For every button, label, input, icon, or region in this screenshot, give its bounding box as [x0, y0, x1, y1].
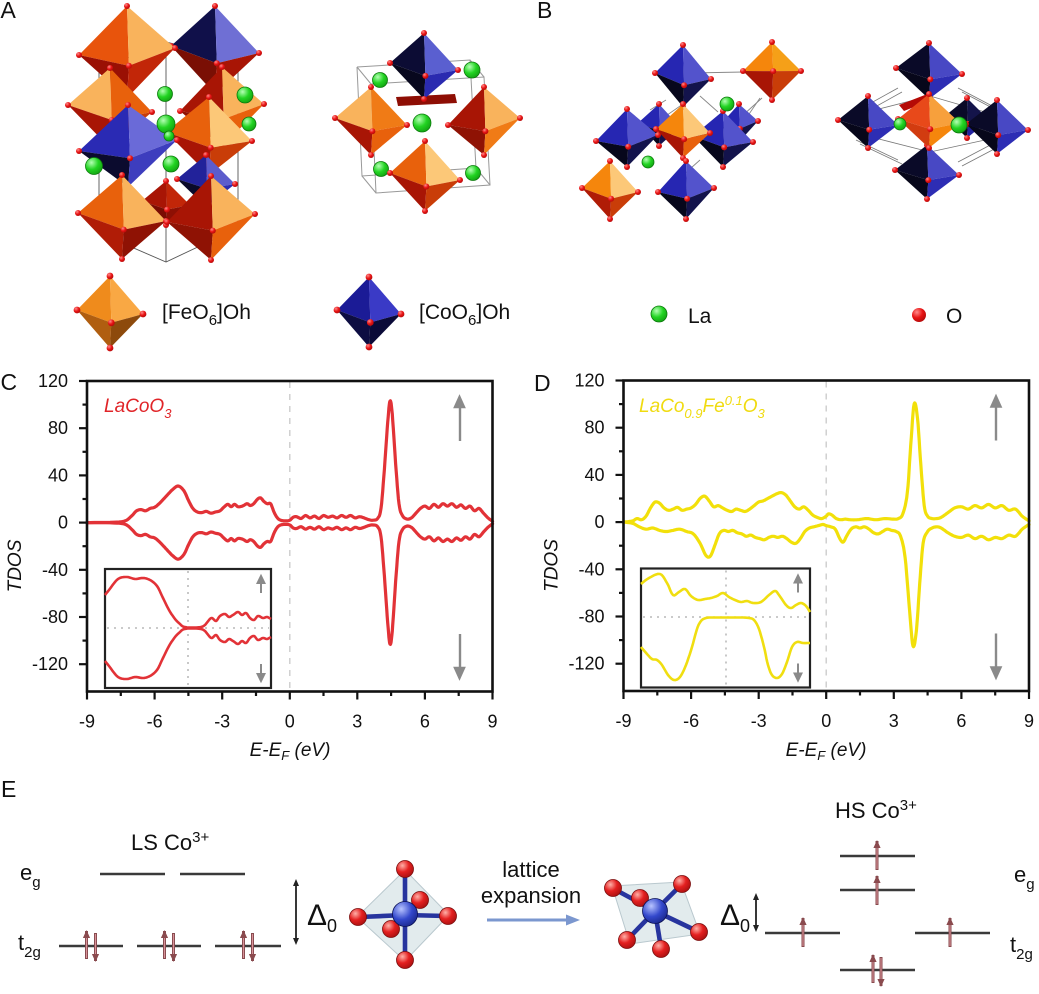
svg-text:-120: -120: [32, 654, 68, 674]
svg-text:-9: -9: [79, 712, 95, 732]
svg-text:TDOS: TDOS: [5, 539, 26, 592]
svg-text:6: 6: [956, 711, 966, 731]
svg-text:expansion: expansion: [481, 883, 581, 908]
svg-text:-40: -40: [578, 559, 604, 579]
svg-text:D: D: [534, 370, 551, 396]
svg-text:LaCo0.9Fe0.1O3: LaCo0.9Fe0.1O3: [639, 393, 766, 421]
svg-text:La: La: [688, 305, 712, 328]
svg-text:6: 6: [420, 712, 430, 732]
svg-text:-3: -3: [214, 712, 230, 732]
svg-text:3: 3: [889, 711, 899, 731]
svg-text:-6: -6: [147, 712, 163, 732]
svg-text:-3: -3: [751, 711, 767, 731]
svg-text:C: C: [1, 369, 18, 395]
svg-text:80: 80: [584, 418, 604, 438]
svg-text:0: 0: [285, 712, 295, 732]
svg-text:0: 0: [821, 711, 831, 731]
svg-text:40: 40: [48, 465, 68, 485]
svg-text:E-EF (eV): E-EF (eV): [786, 740, 867, 763]
svg-text:-9: -9: [615, 711, 631, 731]
svg-text:80: 80: [48, 418, 68, 438]
svg-text:O: O: [946, 305, 962, 328]
svg-text:120: 120: [38, 371, 68, 391]
svg-text:E: E: [1, 776, 16, 802]
svg-text:3: 3: [352, 712, 362, 732]
svg-text:E-EF (eV): E-EF (eV): [250, 740, 331, 763]
svg-text:-6: -6: [683, 711, 699, 731]
svg-text:-40: -40: [42, 560, 68, 580]
svg-text:0: 0: [594, 512, 604, 532]
svg-text:9: 9: [487, 712, 497, 732]
svg-text:40: 40: [584, 465, 604, 485]
svg-text:-120: -120: [568, 654, 604, 674]
svg-text:-80: -80: [42, 607, 68, 627]
svg-text:-80: -80: [578, 607, 604, 627]
svg-text:9: 9: [1024, 711, 1034, 731]
svg-text:TDOS: TDOS: [542, 539, 563, 592]
svg-text:120: 120: [574, 371, 604, 391]
svg-text:LaCoO3: LaCoO3: [104, 396, 172, 421]
svg-text:B: B: [537, 0, 552, 23]
svg-text:A: A: [1, 0, 17, 23]
svg-text:0: 0: [58, 513, 68, 533]
svg-text:lattice: lattice: [502, 857, 559, 882]
